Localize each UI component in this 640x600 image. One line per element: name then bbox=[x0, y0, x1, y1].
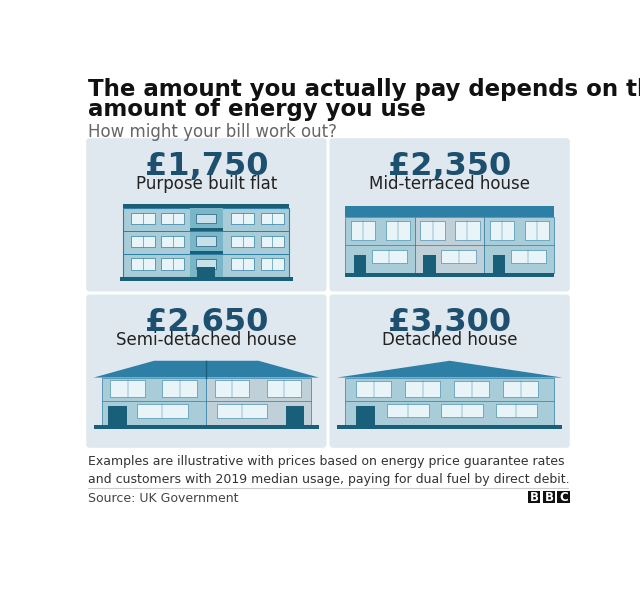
Bar bbox=[493, 255, 506, 273]
Bar bbox=[120, 277, 292, 281]
FancyBboxPatch shape bbox=[86, 295, 326, 448]
Text: B: B bbox=[545, 491, 554, 503]
Bar bbox=[161, 213, 184, 224]
Bar bbox=[354, 255, 366, 273]
Bar bbox=[131, 213, 154, 224]
Text: B: B bbox=[530, 491, 539, 503]
Bar bbox=[196, 214, 216, 223]
Bar bbox=[102, 377, 206, 425]
Bar bbox=[196, 259, 216, 269]
Bar bbox=[442, 404, 483, 417]
Bar bbox=[231, 236, 254, 247]
Bar bbox=[490, 221, 515, 241]
Bar bbox=[557, 491, 570, 503]
Bar bbox=[110, 380, 145, 397]
Bar bbox=[356, 406, 374, 425]
Text: How might your bill work out?: How might your bill work out? bbox=[88, 123, 337, 141]
Bar bbox=[442, 250, 476, 263]
Bar bbox=[337, 425, 563, 429]
Bar bbox=[124, 208, 289, 277]
Bar bbox=[543, 491, 555, 503]
Bar bbox=[138, 404, 188, 418]
Bar bbox=[372, 250, 406, 263]
Bar bbox=[217, 404, 267, 418]
Bar bbox=[108, 406, 127, 425]
Bar bbox=[196, 236, 216, 246]
Bar bbox=[420, 221, 445, 241]
Text: £2,650: £2,650 bbox=[145, 307, 268, 338]
Bar bbox=[346, 217, 415, 273]
Bar bbox=[387, 404, 429, 417]
Bar bbox=[528, 491, 540, 503]
Bar bbox=[495, 404, 538, 417]
Bar bbox=[285, 406, 305, 425]
Bar bbox=[197, 267, 216, 277]
Bar bbox=[231, 213, 254, 224]
Bar bbox=[189, 229, 223, 231]
Polygon shape bbox=[337, 361, 563, 377]
Text: The amount you actually pay depends on the: The amount you actually pay depends on t… bbox=[88, 78, 640, 101]
Bar bbox=[503, 381, 538, 397]
Bar bbox=[189, 251, 223, 254]
Bar bbox=[260, 259, 284, 270]
Text: amount of energy you use: amount of energy you use bbox=[88, 98, 426, 121]
FancyBboxPatch shape bbox=[330, 295, 570, 448]
Bar bbox=[260, 213, 284, 224]
Bar bbox=[525, 221, 549, 241]
Bar bbox=[484, 217, 554, 273]
Bar bbox=[161, 259, 184, 270]
Text: £2,350: £2,350 bbox=[388, 151, 511, 182]
Text: £1,750: £1,750 bbox=[145, 151, 268, 182]
Text: C: C bbox=[559, 491, 568, 503]
Bar bbox=[356, 381, 391, 397]
Bar bbox=[346, 206, 554, 217]
Bar bbox=[206, 377, 310, 425]
Bar bbox=[163, 380, 197, 397]
Bar bbox=[189, 208, 223, 277]
Bar bbox=[346, 377, 554, 425]
Bar bbox=[93, 425, 319, 429]
Bar bbox=[231, 259, 254, 270]
FancyBboxPatch shape bbox=[86, 138, 326, 292]
Text: Source: UK Government: Source: UK Government bbox=[88, 493, 238, 505]
Text: Purpose built flat: Purpose built flat bbox=[136, 175, 277, 193]
Bar bbox=[346, 273, 554, 277]
Bar bbox=[267, 380, 301, 397]
Text: Mid-terraced house: Mid-terraced house bbox=[369, 175, 530, 193]
Bar bbox=[124, 205, 289, 208]
Polygon shape bbox=[93, 361, 319, 377]
Bar bbox=[405, 381, 440, 397]
Bar bbox=[214, 380, 249, 397]
FancyBboxPatch shape bbox=[330, 138, 570, 292]
Bar bbox=[161, 236, 184, 247]
Text: £3,300: £3,300 bbox=[388, 307, 511, 338]
Bar bbox=[351, 221, 375, 241]
Bar bbox=[131, 259, 154, 270]
Bar bbox=[386, 221, 410, 241]
Bar bbox=[415, 217, 484, 273]
Text: Detached house: Detached house bbox=[382, 331, 517, 349]
Bar bbox=[454, 381, 490, 397]
Text: Semi-detached house: Semi-detached house bbox=[116, 331, 296, 349]
Bar bbox=[260, 236, 284, 247]
Bar bbox=[455, 221, 479, 241]
Bar bbox=[423, 255, 436, 273]
Bar bbox=[511, 250, 546, 263]
Bar bbox=[131, 236, 154, 247]
Text: Examples are illustrative with prices based on energy price guarantee rates
and : Examples are illustrative with prices ba… bbox=[88, 455, 570, 487]
